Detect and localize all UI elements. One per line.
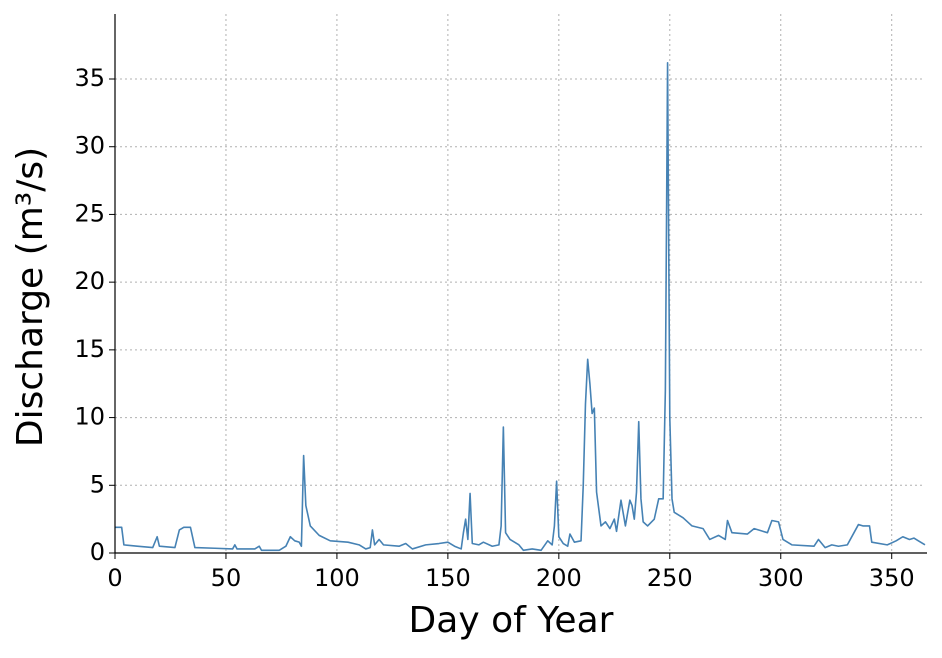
y-tick-label: 15 (74, 335, 105, 363)
x-tick-label: 50 (211, 564, 242, 592)
x-tick-label: 200 (536, 564, 582, 592)
x-tick-label: 350 (869, 564, 915, 592)
y-tick-label: 20 (74, 267, 105, 295)
x-tick-label: 100 (314, 564, 360, 592)
x-tick-label: 150 (425, 564, 471, 592)
y-tick-label: 30 (74, 132, 105, 160)
x-tick-label: 0 (107, 564, 122, 592)
x-axis-label: Day of Year (409, 600, 614, 641)
y-tick-label: 35 (74, 64, 105, 92)
x-tick-label: 250 (647, 564, 693, 592)
y-tick-label: 25 (74, 199, 105, 227)
y-tick-label: 5 (90, 470, 105, 498)
y-tick-label: 10 (74, 403, 105, 431)
x-tick-label: 300 (758, 564, 804, 592)
y-tick-label: 0 (90, 538, 105, 566)
data-line (115, 61, 926, 552)
y-axis-label: Discharge (m³/s) (10, 147, 51, 447)
